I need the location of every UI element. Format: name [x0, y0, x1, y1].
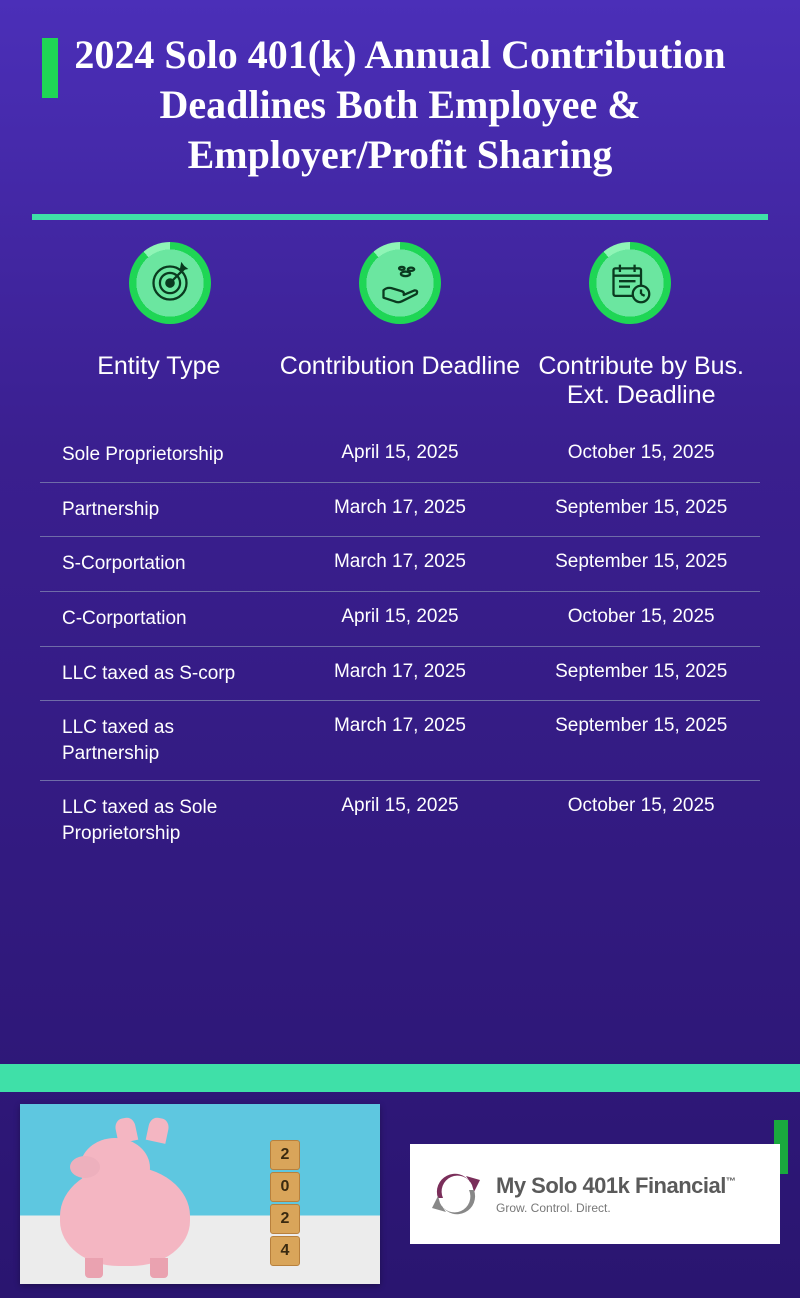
company-logo: My Solo 401k Financial™ Grow. Control. D…: [410, 1144, 780, 1244]
table-row: LLC taxed as Sole Proprietorship April 1…: [40, 781, 760, 860]
entity-cell: LLC taxed as Sole Proprietorship: [40, 795, 278, 846]
company-tagline: Grow. Control. Direct.: [496, 1201, 735, 1215]
teal-footer-bar: [0, 1064, 800, 1092]
extension-cell: September 15, 2025: [522, 661, 760, 683]
entity-cell: C-Corportation: [40, 606, 278, 632]
header-extension-deadline: Contribute by Bus. Ext. Deadline: [522, 352, 760, 410]
accent-bar-left: [42, 38, 58, 98]
hand-coins-icon: [359, 242, 441, 324]
extension-cell: October 15, 2025: [522, 606, 760, 628]
page-title: 2024 Solo 401(k) Annual Contribution Dea…: [60, 30, 740, 180]
entity-cell: LLC taxed as Partnership: [40, 715, 278, 766]
header-entity-type: Entity Type: [40, 352, 278, 410]
footer: 4 2 0 2 My Solo 401k Financial™ Grow. Co…: [20, 1104, 780, 1284]
year-block: 4: [270, 1236, 300, 1266]
deadline-cell: March 17, 2025: [278, 497, 523, 519]
table-row: LLC taxed as S-corp March 17, 2025 Septe…: [40, 647, 760, 702]
entity-cell: Partnership: [40, 497, 278, 523]
calendar-clock-icon: [589, 242, 671, 324]
icon-row: [0, 242, 800, 344]
table-row: LLC taxed as Partnership March 17, 2025 …: [40, 701, 760, 781]
deadline-cell: April 15, 2025: [278, 606, 523, 628]
company-name: My Solo 401k Financial: [496, 1173, 726, 1198]
deadline-cell: April 15, 2025: [278, 795, 523, 817]
extension-cell: September 15, 2025: [522, 551, 760, 573]
year-blocks: 4 2 0 2: [270, 1140, 300, 1266]
extension-cell: September 15, 2025: [522, 497, 760, 519]
teal-divider: [32, 214, 768, 220]
deadline-cell: March 17, 2025: [278, 715, 523, 737]
piggy-bank-image: 4 2 0 2: [20, 1104, 380, 1284]
year-block: 0: [270, 1172, 300, 1202]
trademark: ™: [726, 1177, 736, 1188]
extension-cell: October 15, 2025: [522, 795, 760, 817]
extension-cell: October 15, 2025: [522, 442, 760, 464]
header-contribution-deadline: Contribution Deadline: [278, 352, 523, 410]
deadline-cell: April 15, 2025: [278, 442, 523, 464]
logo-arrows-icon: [430, 1168, 482, 1220]
deadline-table: Sole Proprietorship April 15, 2025 Octob…: [0, 428, 800, 861]
table-row: Partnership March 17, 2025 September 15,…: [40, 483, 760, 538]
deadline-cell: March 17, 2025: [278, 551, 523, 573]
entity-cell: Sole Proprietorship: [40, 442, 278, 468]
column-headers: Entity Type Contribution Deadline Contri…: [0, 344, 800, 428]
year-block: 2: [270, 1204, 300, 1234]
deadline-cell: March 17, 2025: [278, 661, 523, 683]
extension-cell: September 15, 2025: [522, 715, 760, 737]
table-row: C-Corportation April 15, 2025 October 15…: [40, 592, 760, 647]
table-row: S-Corportation March 17, 2025 September …: [40, 537, 760, 592]
target-icon: [129, 242, 211, 324]
year-block: 2: [270, 1140, 300, 1170]
table-row: Sole Proprietorship April 15, 2025 Octob…: [40, 428, 760, 483]
entity-cell: S-Corportation: [40, 551, 278, 577]
entity-cell: LLC taxed as S-corp: [40, 661, 278, 687]
